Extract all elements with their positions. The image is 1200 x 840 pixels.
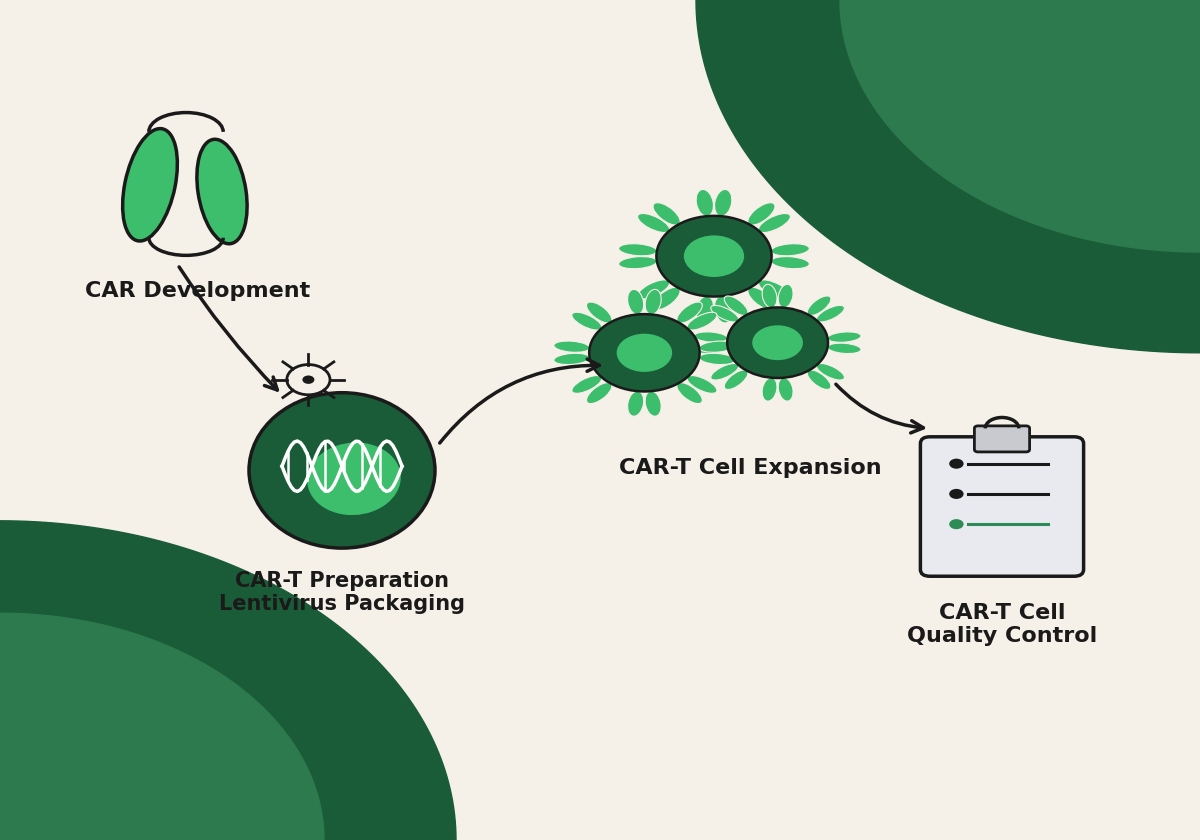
Ellipse shape [748, 202, 775, 225]
Ellipse shape [762, 284, 776, 307]
Ellipse shape [688, 312, 716, 330]
Ellipse shape [700, 354, 734, 365]
Text: CAR Development: CAR Development [85, 281, 311, 302]
Ellipse shape [700, 341, 734, 352]
Ellipse shape [587, 302, 612, 323]
Circle shape [949, 519, 964, 529]
Ellipse shape [637, 280, 670, 299]
FancyArrowPatch shape [836, 384, 923, 433]
Ellipse shape [653, 287, 680, 310]
Ellipse shape [677, 383, 702, 403]
Ellipse shape [688, 375, 716, 393]
Ellipse shape [714, 297, 732, 323]
Circle shape [683, 234, 745, 278]
Circle shape [949, 459, 964, 469]
Text: CAR-T Preparation
Lentivirus Packaging: CAR-T Preparation Lentivirus Packaging [218, 571, 464, 614]
Ellipse shape [646, 290, 661, 314]
Ellipse shape [637, 213, 670, 233]
Ellipse shape [758, 213, 791, 233]
Ellipse shape [714, 190, 732, 216]
Circle shape [589, 314, 700, 391]
Circle shape [727, 307, 828, 378]
FancyArrowPatch shape [439, 359, 599, 443]
Ellipse shape [772, 244, 809, 256]
Ellipse shape [628, 391, 643, 416]
Ellipse shape [677, 302, 702, 323]
Ellipse shape [248, 393, 434, 548]
Ellipse shape [696, 297, 714, 323]
Ellipse shape [828, 332, 862, 342]
Ellipse shape [572, 375, 601, 393]
Ellipse shape [619, 244, 656, 256]
Ellipse shape [828, 344, 862, 354]
Circle shape [287, 365, 330, 395]
Ellipse shape [748, 287, 775, 310]
Ellipse shape [725, 296, 748, 316]
Ellipse shape [758, 280, 791, 299]
Ellipse shape [816, 364, 845, 380]
Polygon shape [696, 0, 1200, 353]
Circle shape [656, 216, 772, 297]
Ellipse shape [628, 290, 643, 314]
FancyBboxPatch shape [920, 437, 1084, 576]
Ellipse shape [197, 139, 247, 244]
Circle shape [751, 324, 804, 361]
Ellipse shape [619, 256, 656, 269]
Polygon shape [0, 521, 456, 840]
Ellipse shape [554, 354, 589, 365]
Ellipse shape [779, 378, 793, 402]
Ellipse shape [725, 370, 748, 390]
Ellipse shape [572, 312, 601, 330]
Text: CAR-T Cell Expansion: CAR-T Cell Expansion [619, 458, 881, 478]
Ellipse shape [587, 383, 612, 403]
Ellipse shape [122, 129, 178, 241]
Polygon shape [0, 613, 324, 840]
Ellipse shape [772, 256, 809, 269]
Ellipse shape [710, 364, 739, 380]
Polygon shape [840, 0, 1200, 252]
Ellipse shape [694, 332, 727, 342]
Ellipse shape [808, 296, 830, 316]
Ellipse shape [710, 306, 739, 322]
Circle shape [616, 333, 673, 373]
FancyArrowPatch shape [179, 267, 277, 390]
Ellipse shape [694, 344, 727, 354]
Ellipse shape [696, 190, 714, 216]
Text: CAR-T Cell
Quality Control: CAR-T Cell Quality Control [907, 603, 1097, 646]
Ellipse shape [646, 391, 661, 416]
Ellipse shape [808, 370, 830, 390]
Ellipse shape [554, 341, 589, 352]
Ellipse shape [779, 284, 793, 307]
Ellipse shape [653, 202, 680, 225]
Circle shape [949, 489, 964, 499]
Ellipse shape [762, 378, 776, 402]
Ellipse shape [306, 441, 402, 517]
Circle shape [302, 375, 314, 384]
FancyBboxPatch shape [974, 426, 1030, 452]
Ellipse shape [816, 306, 845, 322]
